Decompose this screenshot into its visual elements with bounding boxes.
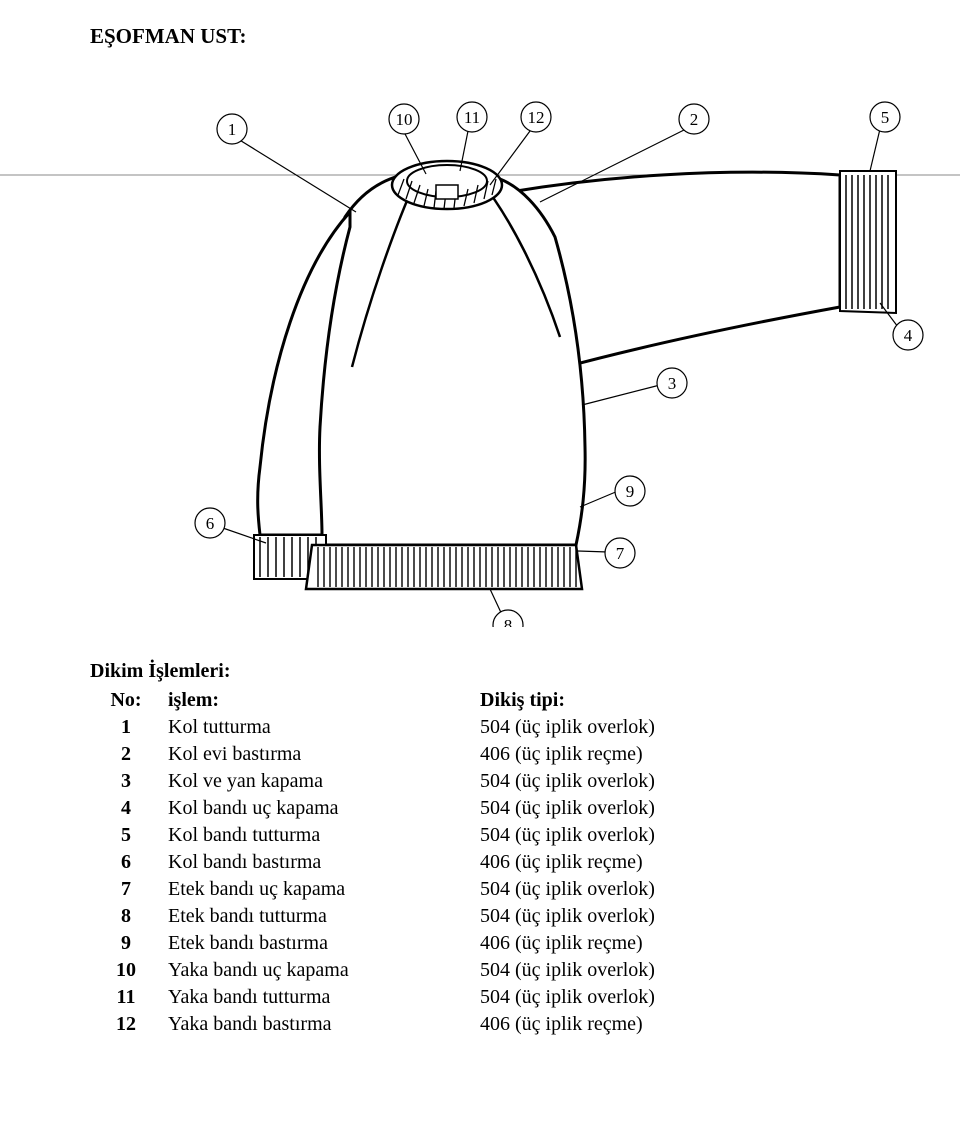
cell-no: 11: [90, 984, 162, 1011]
callout-5: 5: [881, 108, 890, 127]
cell-op: Yaka bandı bastırma: [162, 1011, 474, 1038]
cell-op: Yaka bandı uç kapama: [162, 957, 474, 984]
operations-table: No: işlem: Dikiş tipi: 1Kol tutturma504 …: [90, 687, 880, 1038]
th-no: No:: [90, 687, 162, 714]
cell-no: 2: [90, 741, 162, 768]
cell-no: 6: [90, 849, 162, 876]
table-row: 12Yaka bandı bastırma406 (üç iplik reçme…: [90, 1011, 880, 1038]
callout-1: 1: [228, 120, 237, 139]
operations-heading: Dikim İşlemleri:: [90, 660, 880, 683]
table-row: 8Etek bandı tutturma504 (üç iplik overlo…: [90, 903, 880, 930]
cell-no: 4: [90, 795, 162, 822]
cell-type: 504 (üç iplik overlok): [474, 768, 880, 795]
table-row: 3Kol ve yan kapama504 (üç iplik overlok): [90, 768, 880, 795]
callout-9: 9: [626, 482, 635, 501]
table-row: 4Kol bandı uç kapama504 (üç iplik overlo…: [90, 795, 880, 822]
cell-no: 10: [90, 957, 162, 984]
cell-type: 406 (üç iplik reçme): [474, 930, 880, 957]
table-row: 2Kol evi bastırma406 (üç iplik reçme): [90, 741, 880, 768]
callout-12: 12: [528, 108, 545, 127]
table-row: 11Yaka bandı tutturma504 (üç iplik overl…: [90, 984, 880, 1011]
cell-type: 406 (üç iplik reçme): [474, 1011, 880, 1038]
cell-op: Yaka bandı tutturma: [162, 984, 474, 1011]
th-type: Dikiş tipi:: [474, 687, 880, 714]
cell-op: Kol ve yan kapama: [162, 768, 474, 795]
cell-type: 504 (üç iplik overlok): [474, 714, 880, 741]
cell-no: 12: [90, 1011, 162, 1038]
table-row: 9Etek bandı bastırma406 (üç iplik reçme): [90, 930, 880, 957]
cell-op: Kol bandı tutturma: [162, 822, 474, 849]
cell-no: 7: [90, 876, 162, 903]
cell-no: 5: [90, 822, 162, 849]
cell-type: 504 (üç iplik overlok): [474, 795, 880, 822]
callout-7: 7: [616, 544, 625, 563]
table-row: 10Yaka bandı uç kapama504 (üç iplik over…: [90, 957, 880, 984]
cell-op: Etek bandı tutturma: [162, 903, 474, 930]
table-row: 5Kol bandı tutturma504 (üç iplik overlok…: [90, 822, 880, 849]
cell-op: Kol tutturma: [162, 714, 474, 741]
sweatshirt-diagram: 1 10 11 12 2 5 4 3 9 7 8 6: [0, 67, 960, 632]
callout-10: 10: [396, 110, 413, 129]
cell-no: 9: [90, 930, 162, 957]
cell-type: 504 (üç iplik overlok): [474, 957, 880, 984]
cell-no: 3: [90, 768, 162, 795]
cell-type: 406 (üç iplik reçme): [474, 741, 880, 768]
th-op: işlem:: [162, 687, 474, 714]
cell-no: 1: [90, 714, 162, 741]
table-row: 7Etek bandı uç kapama504 (üç iplik overl…: [90, 876, 880, 903]
page-title: EŞOFMAN UST:: [90, 24, 880, 49]
cell-no: 8: [90, 903, 162, 930]
cell-type: 406 (üç iplik reçme): [474, 849, 880, 876]
callout-4: 4: [904, 326, 913, 345]
callout-11: 11: [464, 108, 480, 127]
cell-op: Kol evi bastırma: [162, 741, 474, 768]
table-row: 6Kol bandı bastırma406 (üç iplik reçme): [90, 849, 880, 876]
sweatshirt-svg: 1 10 11 12 2 5 4 3 9 7 8 6: [0, 67, 960, 627]
cell-op: Kol bandı uç kapama: [162, 795, 474, 822]
cell-op: Etek bandı uç kapama: [162, 876, 474, 903]
cell-op: Etek bandı bastırma: [162, 930, 474, 957]
callout-2: 2: [690, 110, 699, 129]
cell-type: 504 (üç iplik overlok): [474, 822, 880, 849]
cell-op: Kol bandı bastırma: [162, 849, 474, 876]
cell-type: 504 (üç iplik overlok): [474, 984, 880, 1011]
callout-3: 3: [668, 374, 677, 393]
cell-type: 504 (üç iplik overlok): [474, 876, 880, 903]
callout-8: 8: [504, 616, 513, 627]
callout-6: 6: [206, 514, 215, 533]
cell-type: 504 (üç iplik overlok): [474, 903, 880, 930]
table-row: 1Kol tutturma504 (üç iplik overlok): [90, 714, 880, 741]
